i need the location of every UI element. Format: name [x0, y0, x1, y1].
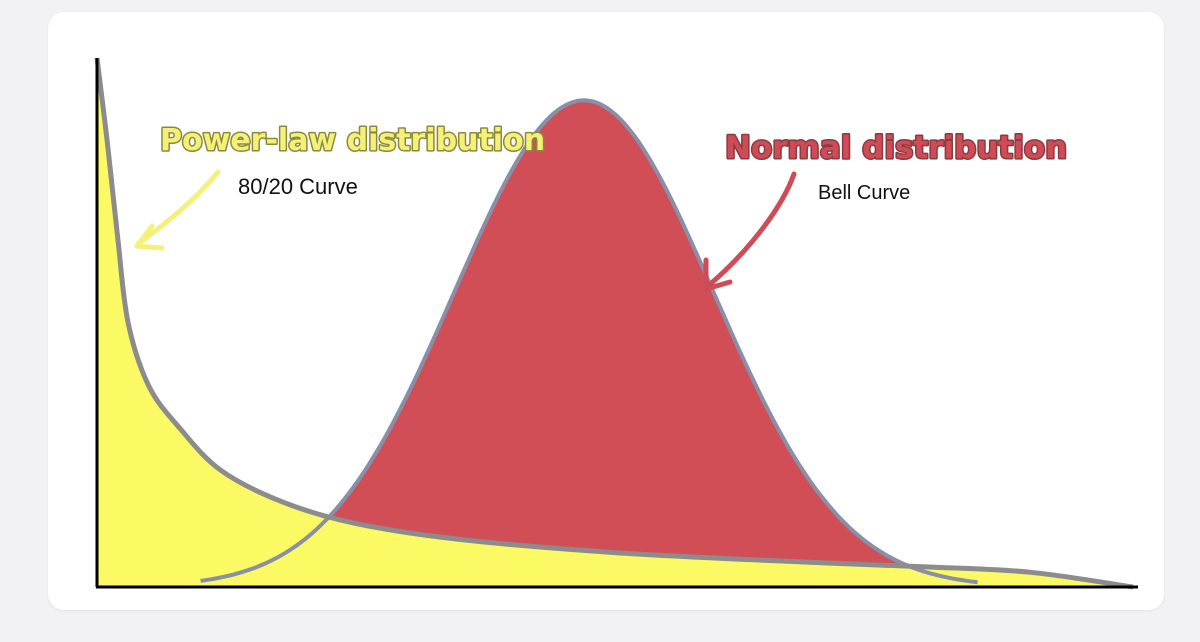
power-law-area	[97, 58, 1133, 587]
distribution-chart: Power-law distribution 80/20 Curve Norma…	[94, 57, 1138, 590]
normal-distribution-area	[200, 100, 978, 588]
power-law-curve	[94, 57, 1134, 590]
normal-distribution-subtitle: Bell Curve	[818, 182, 910, 204]
normal-distribution-title: Normal distribution	[725, 130, 1067, 166]
power-law-subtitle: 80/20 Curve	[238, 174, 358, 199]
normal-distribution-arrow	[703, 171, 797, 292]
chart-card: Power-law distribution 80/20 Curve Norma…	[48, 12, 1164, 610]
power-law-arrow	[134, 169, 221, 251]
power-law-title: Power-law distribution	[160, 123, 545, 158]
